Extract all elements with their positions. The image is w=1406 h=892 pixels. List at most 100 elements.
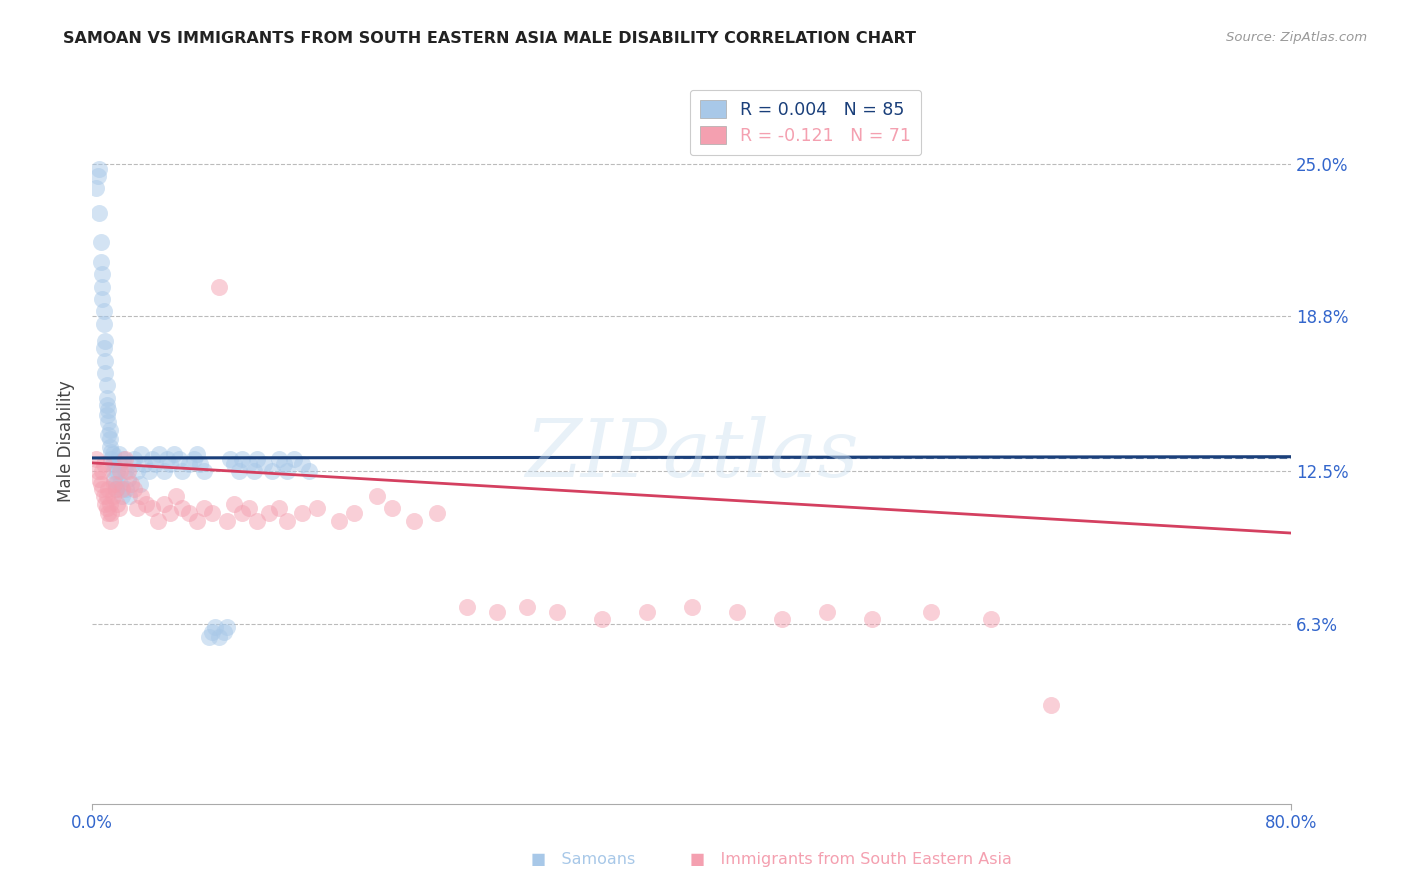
Point bbox=[131, 489, 153, 503]
Point bbox=[128, 476, 150, 491]
Point bbox=[91, 268, 114, 282]
Text: ZIPatlas: ZIPatlas bbox=[524, 417, 858, 494]
Point bbox=[276, 514, 298, 528]
Point bbox=[117, 465, 139, 479]
Point bbox=[246, 452, 269, 467]
Point bbox=[170, 465, 193, 479]
Point bbox=[188, 457, 211, 471]
Point bbox=[94, 334, 117, 348]
Point bbox=[100, 444, 122, 458]
Point bbox=[231, 452, 253, 467]
Point bbox=[591, 612, 613, 626]
Point bbox=[90, 476, 112, 491]
Point bbox=[97, 403, 120, 417]
Point bbox=[122, 482, 145, 496]
Point bbox=[343, 507, 366, 521]
Point bbox=[112, 452, 135, 467]
Point bbox=[97, 427, 120, 442]
Point bbox=[193, 465, 215, 479]
Point bbox=[242, 465, 264, 479]
Point bbox=[276, 465, 298, 479]
Point bbox=[86, 181, 108, 195]
Point bbox=[636, 605, 658, 619]
Point bbox=[108, 457, 131, 471]
Point bbox=[96, 391, 118, 405]
Point bbox=[91, 465, 114, 479]
Point bbox=[91, 482, 114, 496]
Point bbox=[153, 496, 176, 510]
Point bbox=[163, 447, 186, 461]
Point bbox=[546, 605, 568, 619]
Point bbox=[94, 353, 117, 368]
Point bbox=[104, 482, 127, 496]
Point bbox=[93, 342, 115, 356]
Point bbox=[269, 452, 291, 467]
Point bbox=[115, 482, 138, 496]
Point bbox=[103, 476, 125, 491]
Point bbox=[120, 476, 142, 491]
Point bbox=[105, 496, 128, 510]
Point bbox=[93, 304, 115, 318]
Point bbox=[273, 457, 295, 471]
Point bbox=[134, 457, 156, 471]
Point bbox=[125, 501, 148, 516]
Point bbox=[96, 408, 118, 422]
Point bbox=[215, 620, 238, 634]
Point bbox=[328, 514, 350, 528]
Point bbox=[283, 452, 305, 467]
Point bbox=[366, 489, 388, 503]
Point bbox=[121, 457, 143, 471]
Point bbox=[204, 620, 226, 634]
Point bbox=[93, 489, 115, 503]
Point bbox=[101, 447, 124, 461]
Point bbox=[96, 489, 118, 503]
Legend: R = 0.004   N = 85, R = -0.121   N = 71: R = 0.004 N = 85, R = -0.121 N = 71 bbox=[690, 90, 921, 155]
Text: ■   Samoans: ■ Samoans bbox=[531, 852, 636, 867]
Point bbox=[224, 457, 246, 471]
Point bbox=[122, 452, 145, 467]
Point bbox=[117, 472, 139, 486]
Point bbox=[291, 507, 314, 521]
Point bbox=[148, 447, 170, 461]
Point bbox=[218, 452, 240, 467]
Point bbox=[89, 206, 111, 220]
Point bbox=[108, 447, 131, 461]
Point bbox=[93, 317, 115, 331]
Point bbox=[138, 465, 160, 479]
Point bbox=[404, 514, 426, 528]
Point bbox=[111, 482, 134, 496]
Point bbox=[208, 630, 231, 644]
Point bbox=[921, 605, 943, 619]
Point bbox=[159, 457, 181, 471]
Point bbox=[298, 465, 321, 479]
Point bbox=[193, 501, 215, 516]
Point bbox=[456, 599, 478, 614]
Point bbox=[238, 457, 260, 471]
Point bbox=[215, 514, 238, 528]
Point bbox=[125, 465, 148, 479]
Point bbox=[96, 398, 118, 412]
Point bbox=[98, 440, 121, 454]
Point bbox=[100, 452, 122, 467]
Point bbox=[860, 612, 883, 626]
Point bbox=[93, 457, 115, 471]
Point bbox=[291, 457, 314, 471]
Point bbox=[103, 465, 125, 479]
Point bbox=[485, 605, 508, 619]
Point bbox=[208, 280, 231, 294]
Point bbox=[253, 457, 276, 471]
Point bbox=[97, 507, 120, 521]
Point bbox=[167, 452, 190, 467]
Point bbox=[91, 292, 114, 306]
Point bbox=[104, 476, 127, 491]
Point bbox=[212, 624, 235, 639]
Point bbox=[97, 482, 120, 496]
Point bbox=[228, 465, 250, 479]
Point bbox=[94, 366, 117, 380]
Point bbox=[146, 514, 169, 528]
Point bbox=[201, 624, 224, 639]
Point bbox=[725, 605, 748, 619]
Point bbox=[118, 489, 141, 503]
Point bbox=[101, 457, 124, 471]
Point bbox=[516, 599, 538, 614]
